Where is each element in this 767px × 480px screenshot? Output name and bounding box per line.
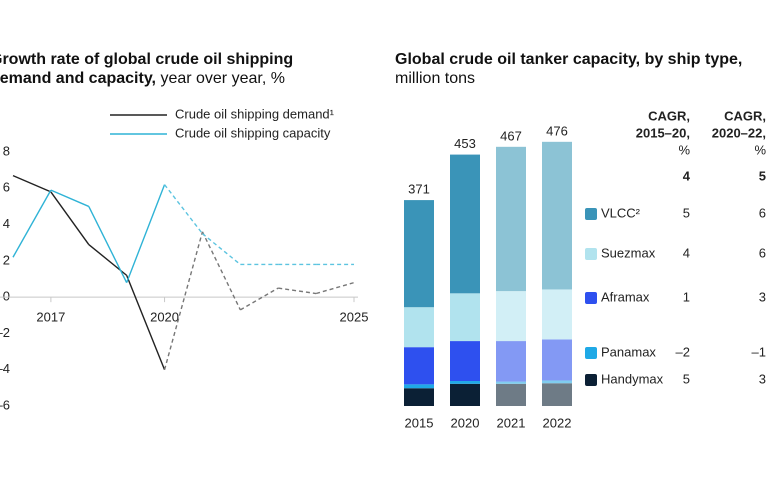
legend-label: Panamax xyxy=(601,344,656,359)
legend-label: Aframax xyxy=(601,289,650,304)
bar-segment xyxy=(496,146,526,292)
bar-segment xyxy=(450,341,480,382)
series-segment xyxy=(12,189,52,258)
series-segment xyxy=(50,189,90,208)
bar-segment xyxy=(496,291,526,342)
series-segment xyxy=(126,184,166,283)
cagr-value: 5 xyxy=(683,205,690,220)
x-tick-label: 2025 xyxy=(340,310,369,325)
bar-segment xyxy=(450,293,480,342)
total-label: 467 xyxy=(500,128,522,143)
chart-title: Growth rate of global crude oil shipping… xyxy=(0,51,294,87)
series-segment xyxy=(12,174,52,193)
cagr-value: 3 xyxy=(759,371,766,386)
bar-segment xyxy=(404,200,434,308)
total-label: 476 xyxy=(546,123,568,138)
y-tick-label: –4 xyxy=(0,361,10,376)
series-segment xyxy=(239,287,279,311)
y-tick-label: –6 xyxy=(0,397,10,412)
bar-segment xyxy=(496,383,526,406)
cagr-total: 5 xyxy=(759,168,766,183)
legend-swatch xyxy=(585,347,597,359)
cagr-total: 4 xyxy=(683,168,691,183)
bar-segment xyxy=(450,383,480,406)
x-tick-label: 2020 xyxy=(451,415,480,430)
legend-label: Suezmax xyxy=(601,245,656,260)
series-segment xyxy=(315,281,355,295)
bar-segment xyxy=(404,388,434,406)
cagr-header: CAGR, xyxy=(724,108,766,123)
total-label: 453 xyxy=(454,136,476,151)
x-tick-label: 2015 xyxy=(405,415,434,430)
cagr-value: –1 xyxy=(752,344,766,359)
bar-segment xyxy=(542,289,572,340)
legend-label: VLCC² xyxy=(601,205,641,220)
bar-segment xyxy=(404,307,434,348)
bar-segment xyxy=(496,341,526,382)
bar-segment xyxy=(542,339,572,381)
bar-segment xyxy=(450,154,480,294)
x-tick-label: 2020 xyxy=(150,310,179,325)
legend-swatch xyxy=(585,374,597,386)
cagr-value: 3 xyxy=(759,289,766,304)
cagr-value: 6 xyxy=(759,245,766,260)
series-segment xyxy=(163,231,204,370)
x-tick-label: 2017 xyxy=(36,310,65,325)
cagr-value: 6 xyxy=(759,205,766,220)
series-segment xyxy=(164,184,203,235)
cagr-value: 1 xyxy=(683,289,690,304)
legend-swatch xyxy=(585,292,597,304)
legend-swatch xyxy=(585,248,597,260)
cagr-value: –2 xyxy=(676,344,690,359)
cagr-header: % xyxy=(754,142,766,157)
cagr-value: 4 xyxy=(683,245,690,260)
legend-label: Crude oil shipping demand¹ xyxy=(175,106,335,121)
series-segment xyxy=(50,191,90,245)
x-tick-label: 2022 xyxy=(543,415,572,430)
bar-segment xyxy=(404,384,434,389)
right-title-block: Global crude oil tanker capacity, by shi… xyxy=(395,50,760,88)
y-tick-label: 4 xyxy=(3,216,10,231)
bar-segment xyxy=(496,381,526,384)
legend-swatch xyxy=(585,208,597,220)
bar-segment xyxy=(542,383,572,406)
series-segment xyxy=(201,231,241,311)
y-tick-label: 0 xyxy=(3,289,10,304)
cagr-header: 2015–20, xyxy=(636,125,690,140)
cagr-header: CAGR, xyxy=(648,108,690,123)
series-segment xyxy=(126,275,166,370)
legend-label: Handymax xyxy=(601,371,664,386)
left-title-block: Growth rate of global crude oil shipping… xyxy=(0,50,312,88)
y-tick-label: 2 xyxy=(3,252,10,267)
chart-subtitle: year over year, % xyxy=(160,70,285,87)
series-segment xyxy=(278,287,317,295)
chart-title: Global crude oil tanker capacity, by shi… xyxy=(395,51,743,68)
series-segment xyxy=(202,233,241,266)
x-tick-label: 2021 xyxy=(497,415,526,430)
bar-segment xyxy=(542,380,572,384)
bar-segment xyxy=(404,347,434,385)
legend-label: Crude oil shipping capacity xyxy=(175,125,331,140)
series-segment xyxy=(88,206,128,283)
y-tick-label: –2 xyxy=(0,325,10,340)
cagr-value: 5 xyxy=(683,371,690,386)
bar-segment xyxy=(450,381,480,384)
y-tick-label: 8 xyxy=(3,143,10,158)
chart-subtitle: million tons xyxy=(395,70,476,87)
y-tick-label: 6 xyxy=(3,180,10,195)
bar-segment xyxy=(542,141,572,290)
total-label: 371 xyxy=(408,182,430,197)
cagr-header: 2020–22, xyxy=(712,125,766,140)
cagr-header: % xyxy=(678,142,690,157)
